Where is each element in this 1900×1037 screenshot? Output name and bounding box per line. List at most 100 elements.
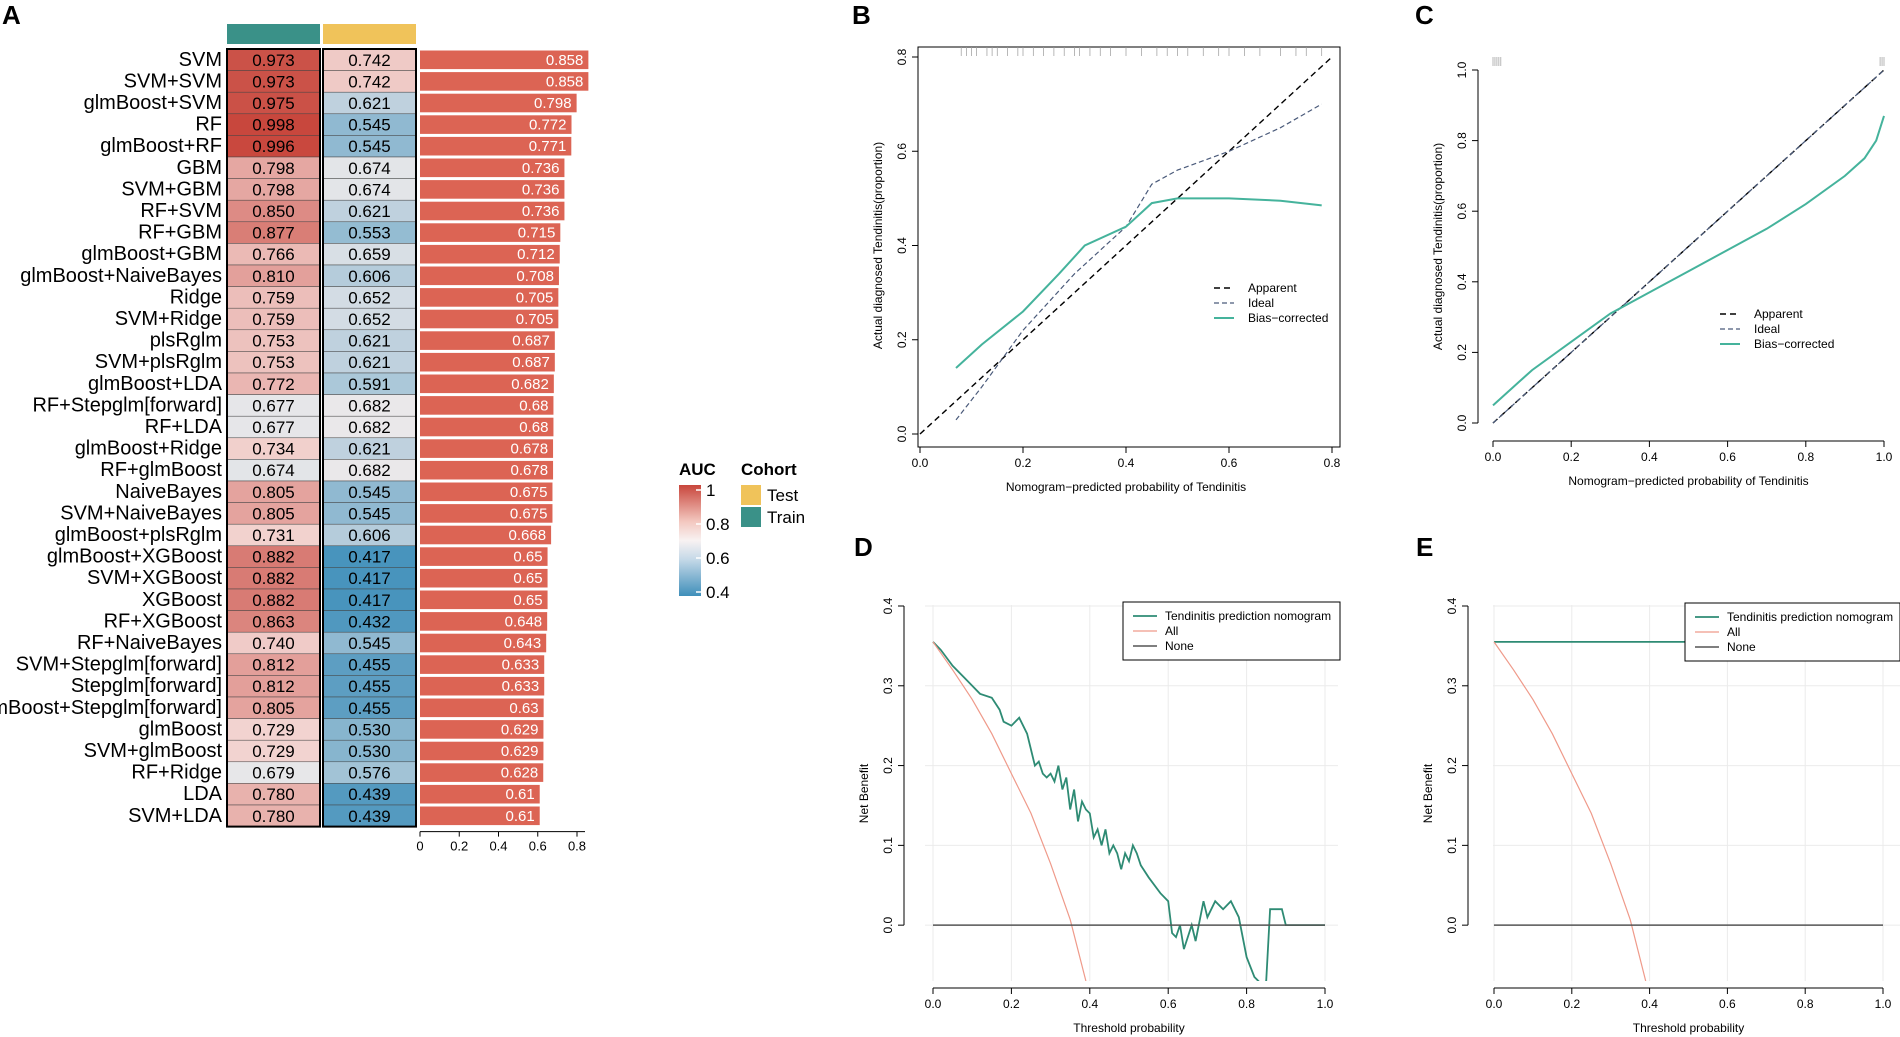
- mean-auc-value: 0.798: [534, 95, 572, 112]
- test-auc-value: 0.621: [348, 202, 391, 221]
- test-auc-value: 0.455: [348, 677, 391, 696]
- mean-auc-bar: [420, 352, 555, 372]
- mean-auc-value: 0.771: [529, 138, 567, 155]
- x-tick-label: 0.0: [912, 456, 929, 470]
- test-auc-value: 0.439: [348, 807, 391, 826]
- test-auc-value: 0.682: [348, 396, 391, 415]
- mean-auc-value: 0.736: [522, 160, 560, 177]
- mean-auc-value: 0.629: [501, 721, 539, 738]
- train-auc-value: 0.734: [252, 440, 295, 459]
- test-auc-value: 0.530: [348, 720, 391, 739]
- mean-auc-value: 0.675: [510, 505, 548, 522]
- y-tick-label: 0.1: [1445, 837, 1459, 854]
- test-auc-value: 0.682: [348, 461, 391, 480]
- train-auc-value: 0.805: [252, 699, 295, 718]
- mean-auc-value: 0.705: [516, 289, 554, 306]
- panel-d-decision-curve: 0.0 0.2 0.4 0.6 0.8 1.0 Threshold probability 0…: [857, 597, 1341, 1035]
- mean-auc-value: 0.65: [513, 549, 542, 566]
- train-auc-value: 0.677: [252, 396, 295, 415]
- mean-auc-bar: [420, 417, 554, 437]
- train-auc-value: 0.996: [252, 137, 295, 156]
- test-auc-value: 0.659: [348, 245, 391, 264]
- mean-auc-value: 0.736: [522, 181, 560, 198]
- legend-label: Tendinitis prediction nomogram: [1727, 610, 1893, 624]
- mean-auc-value: 0.858: [546, 73, 584, 90]
- train-auc-value: 0.674: [252, 461, 295, 480]
- train-auc-value: 0.729: [252, 742, 295, 761]
- mean-auc-value: 0.648: [505, 613, 543, 630]
- mean-auc-bar: [420, 741, 544, 761]
- y-tick-label: 0.2: [1445, 757, 1459, 774]
- legend-label: All: [1727, 625, 1740, 639]
- train-auc-value: 0.759: [252, 310, 295, 329]
- mean-auc-bar: [420, 698, 544, 718]
- model-name-label: GBM: [176, 157, 222, 179]
- mean-auc-value: 0.682: [511, 376, 549, 393]
- model-name-label: SVM+XGBoost: [87, 567, 223, 589]
- series-line-all: [932, 641, 1087, 981]
- train-auc-value: 0.677: [252, 418, 295, 437]
- plot-area: [919, 47, 1333, 435]
- x-tick-label: 0.4: [1641, 450, 1658, 464]
- y-tick-label: 0.4: [1455, 273, 1469, 290]
- test-auc-value: 0.545: [348, 137, 391, 156]
- cohort-train-label: Train: [767, 508, 805, 527]
- series-line-apparent: [919, 56, 1333, 435]
- x-tick-label: 0.8: [1797, 997, 1814, 1011]
- mean-auc-value: 0.715: [518, 225, 556, 242]
- x-tick-label: 0.2: [1563, 997, 1580, 1011]
- mean-auc-bar: [420, 460, 554, 480]
- test-auc-value: 0.652: [348, 288, 391, 307]
- model-name-label: RF: [195, 114, 222, 136]
- y-axis-title: Net Benefit: [857, 763, 871, 823]
- y-tick-label: 0.0: [881, 916, 895, 933]
- cohort-test-swatch: [741, 485, 761, 505]
- model-name-label: glmBoost+RF: [100, 135, 222, 157]
- train-auc-value: 0.998: [252, 116, 295, 135]
- legend-label: All: [1165, 624, 1178, 638]
- cohort-train-swatch: [741, 507, 761, 527]
- series-line-apparent: [1492, 69, 1885, 424]
- legend-box: [1684, 602, 1900, 662]
- train-auc-value: 0.798: [252, 180, 295, 199]
- mean-auc-bar: [420, 763, 544, 782]
- mean-auc-value: 0.68: [519, 419, 548, 436]
- x-axis-title: Threshold probability: [1073, 1021, 1184, 1035]
- y-tick-label: 0.4: [881, 597, 895, 614]
- model-name-label: glmBoost: [139, 718, 223, 740]
- model-name-label: glmBoost+LDA: [88, 373, 223, 395]
- mean-auc-value: 0.629: [501, 743, 539, 760]
- x-tick-label: 0.6: [1221, 456, 1238, 470]
- mean-auc-bar: [420, 266, 559, 286]
- mean-auc-bar: [420, 633, 547, 653]
- test-auc-value: 0.455: [348, 656, 391, 675]
- x-axis-title: Nomogram−predicted probability of Tendin…: [1568, 474, 1808, 488]
- x-tick-label: 0.8: [1797, 450, 1814, 464]
- train-auc-value: 0.753: [252, 353, 295, 372]
- auc-tick-label: 0.6: [706, 549, 730, 568]
- train-auc-value: 0.679: [252, 764, 295, 783]
- legend-label: None: [1165, 639, 1194, 653]
- x-tick-label: 0.4: [1118, 456, 1135, 470]
- mean-auc-value: 0.687: [512, 333, 550, 350]
- plot-area: [932, 641, 1325, 981]
- model-name-label: RF+NaiveBayes: [77, 632, 222, 654]
- mean-auc-bar: [420, 806, 540, 826]
- mean-auc-value: 0.65: [513, 570, 542, 587]
- mean-auc-value: 0.643: [504, 635, 542, 652]
- train-auc-value: 0.766: [252, 245, 295, 264]
- model-name-label: SVM+glmBoost: [84, 740, 223, 762]
- train-auc-value: 0.877: [252, 224, 295, 243]
- legend-label: Apparent: [1248, 281, 1297, 295]
- y-tick-label: 0.6: [895, 143, 909, 160]
- model-name-label: RF+GBM: [138, 222, 222, 244]
- y-tick-label: 0.8: [1455, 132, 1469, 149]
- test-auc-value: 0.545: [348, 634, 391, 653]
- mean-auc-value: 0.675: [510, 484, 548, 501]
- test-auc-value: 0.417: [348, 569, 391, 588]
- test-auc-value: 0.621: [348, 353, 391, 372]
- bar-axis-tick-label: 0.4: [489, 839, 507, 854]
- model-name-label: SVM+LDA: [128, 805, 223, 827]
- model-name-label: SVM+Ridge: [115, 308, 222, 330]
- mean-auc-value: 0.628: [501, 765, 539, 782]
